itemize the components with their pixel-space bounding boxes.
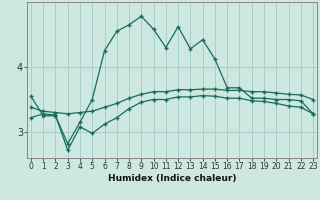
- X-axis label: Humidex (Indice chaleur): Humidex (Indice chaleur): [108, 174, 236, 183]
